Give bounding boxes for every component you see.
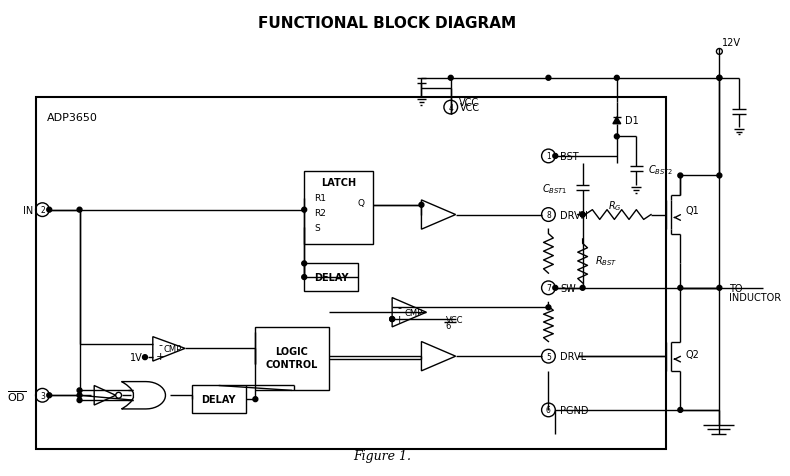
Circle shape [678, 286, 683, 291]
Circle shape [47, 208, 51, 213]
Circle shape [553, 286, 558, 291]
Text: INDUCTOR: INDUCTOR [729, 292, 781, 302]
Text: BST: BST [560, 152, 579, 161]
Circle shape [546, 76, 551, 81]
Text: CMP: CMP [404, 308, 423, 317]
Text: DELAY: DELAY [201, 394, 236, 404]
Text: 4: 4 [448, 103, 453, 112]
Text: R1: R1 [314, 194, 326, 203]
Text: VCC: VCC [458, 98, 479, 108]
Text: VCC: VCC [446, 315, 464, 324]
Text: $R_{BST}$: $R_{BST}$ [596, 254, 618, 268]
Text: +: + [395, 315, 404, 324]
Text: 8: 8 [546, 210, 551, 219]
Text: 1: 1 [546, 152, 551, 161]
Circle shape [580, 213, 585, 218]
Circle shape [448, 76, 453, 81]
Text: PGND: PGND [560, 405, 589, 415]
Text: IN: IN [24, 205, 34, 215]
Text: -: - [159, 340, 163, 350]
Text: -: - [398, 303, 402, 313]
Circle shape [77, 393, 82, 398]
Circle shape [615, 76, 619, 81]
Circle shape [419, 203, 424, 208]
Text: $R_G$: $R_G$ [608, 198, 622, 212]
Text: +: + [156, 351, 165, 361]
Circle shape [580, 213, 585, 218]
Circle shape [553, 154, 558, 159]
Circle shape [47, 393, 51, 398]
Text: FUNCTIONAL BLOCK DIAGRAM: FUNCTIONAL BLOCK DIAGRAM [258, 16, 517, 30]
Circle shape [77, 208, 82, 213]
Text: DRVH: DRVH [560, 210, 588, 220]
Text: 6: 6 [446, 322, 451, 331]
Text: Figure 1.: Figure 1. [353, 449, 412, 462]
Text: SW: SW [560, 283, 576, 293]
Text: R2: R2 [314, 208, 325, 218]
Text: DELAY: DELAY [314, 272, 348, 282]
Text: DRVL: DRVL [560, 351, 586, 361]
Text: D1: D1 [625, 116, 638, 126]
Circle shape [678, 174, 683, 178]
Text: 12V: 12V [722, 38, 741, 48]
Text: Q: Q [358, 199, 365, 208]
Text: 5: 5 [546, 352, 551, 361]
Circle shape [717, 76, 722, 81]
Circle shape [253, 397, 258, 402]
Circle shape [142, 355, 148, 360]
Circle shape [302, 208, 307, 213]
Circle shape [615, 135, 619, 139]
Circle shape [77, 388, 82, 393]
Polygon shape [613, 118, 621, 124]
Circle shape [302, 275, 307, 280]
Circle shape [717, 174, 722, 178]
Text: Q2: Q2 [685, 349, 699, 359]
Text: 2: 2 [40, 206, 45, 215]
Text: $C_{BST1}$: $C_{BST1}$ [543, 182, 568, 196]
Text: TO: TO [729, 283, 743, 293]
Text: 6: 6 [546, 406, 551, 415]
Circle shape [717, 76, 722, 81]
Circle shape [77, 398, 82, 403]
Text: 7: 7 [546, 284, 551, 293]
Circle shape [678, 407, 683, 413]
Text: 3: 3 [40, 391, 45, 400]
Circle shape [389, 317, 394, 322]
Text: 1V: 1V [130, 352, 143, 362]
Circle shape [580, 286, 585, 291]
Text: CMP: CMP [164, 344, 182, 353]
Circle shape [546, 305, 551, 310]
Circle shape [302, 261, 307, 266]
Text: VCC: VCC [460, 103, 480, 113]
Circle shape [389, 317, 394, 322]
Text: $\overline{\mathrm{OD}}$: $\overline{\mathrm{OD}}$ [7, 388, 27, 403]
Text: $C_{BST2}$: $C_{BST2}$ [648, 162, 674, 176]
Text: S: S [314, 223, 320, 232]
Text: LOGIC: LOGIC [276, 346, 308, 356]
Text: CONTROL: CONTROL [265, 359, 318, 369]
Text: ADP3650: ADP3650 [47, 113, 98, 123]
Circle shape [717, 286, 722, 291]
Text: LATCH: LATCH [321, 178, 356, 188]
Text: Q1: Q1 [685, 205, 699, 215]
